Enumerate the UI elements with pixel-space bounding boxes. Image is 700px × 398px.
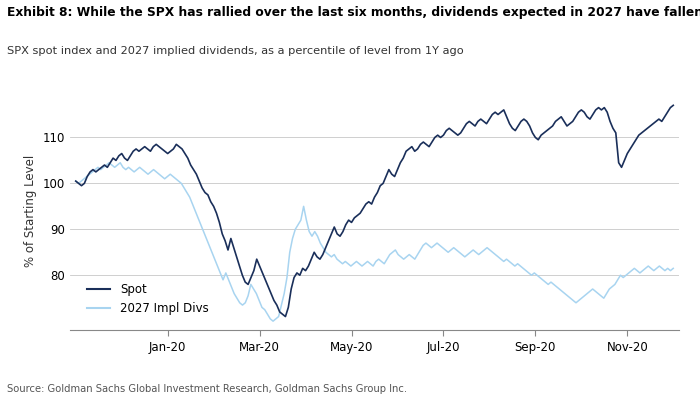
Text: Exhibit 8: While the SPX has rallied over the last six months, dividends expecte: Exhibit 8: While the SPX has rallied ove… <box>7 6 700 19</box>
Legend: Spot, 2027 Impl Divs: Spot, 2027 Impl Divs <box>82 278 214 320</box>
Y-axis label: % of Starting Level: % of Starting Level <box>25 155 37 267</box>
Text: SPX spot index and 2027 implied dividends, as a percentile of level from 1Y ago: SPX spot index and 2027 implied dividend… <box>7 46 463 56</box>
Text: Source: Goldman Sachs Global Investment Research, Goldman Sachs Group Inc.: Source: Goldman Sachs Global Investment … <box>7 384 407 394</box>
